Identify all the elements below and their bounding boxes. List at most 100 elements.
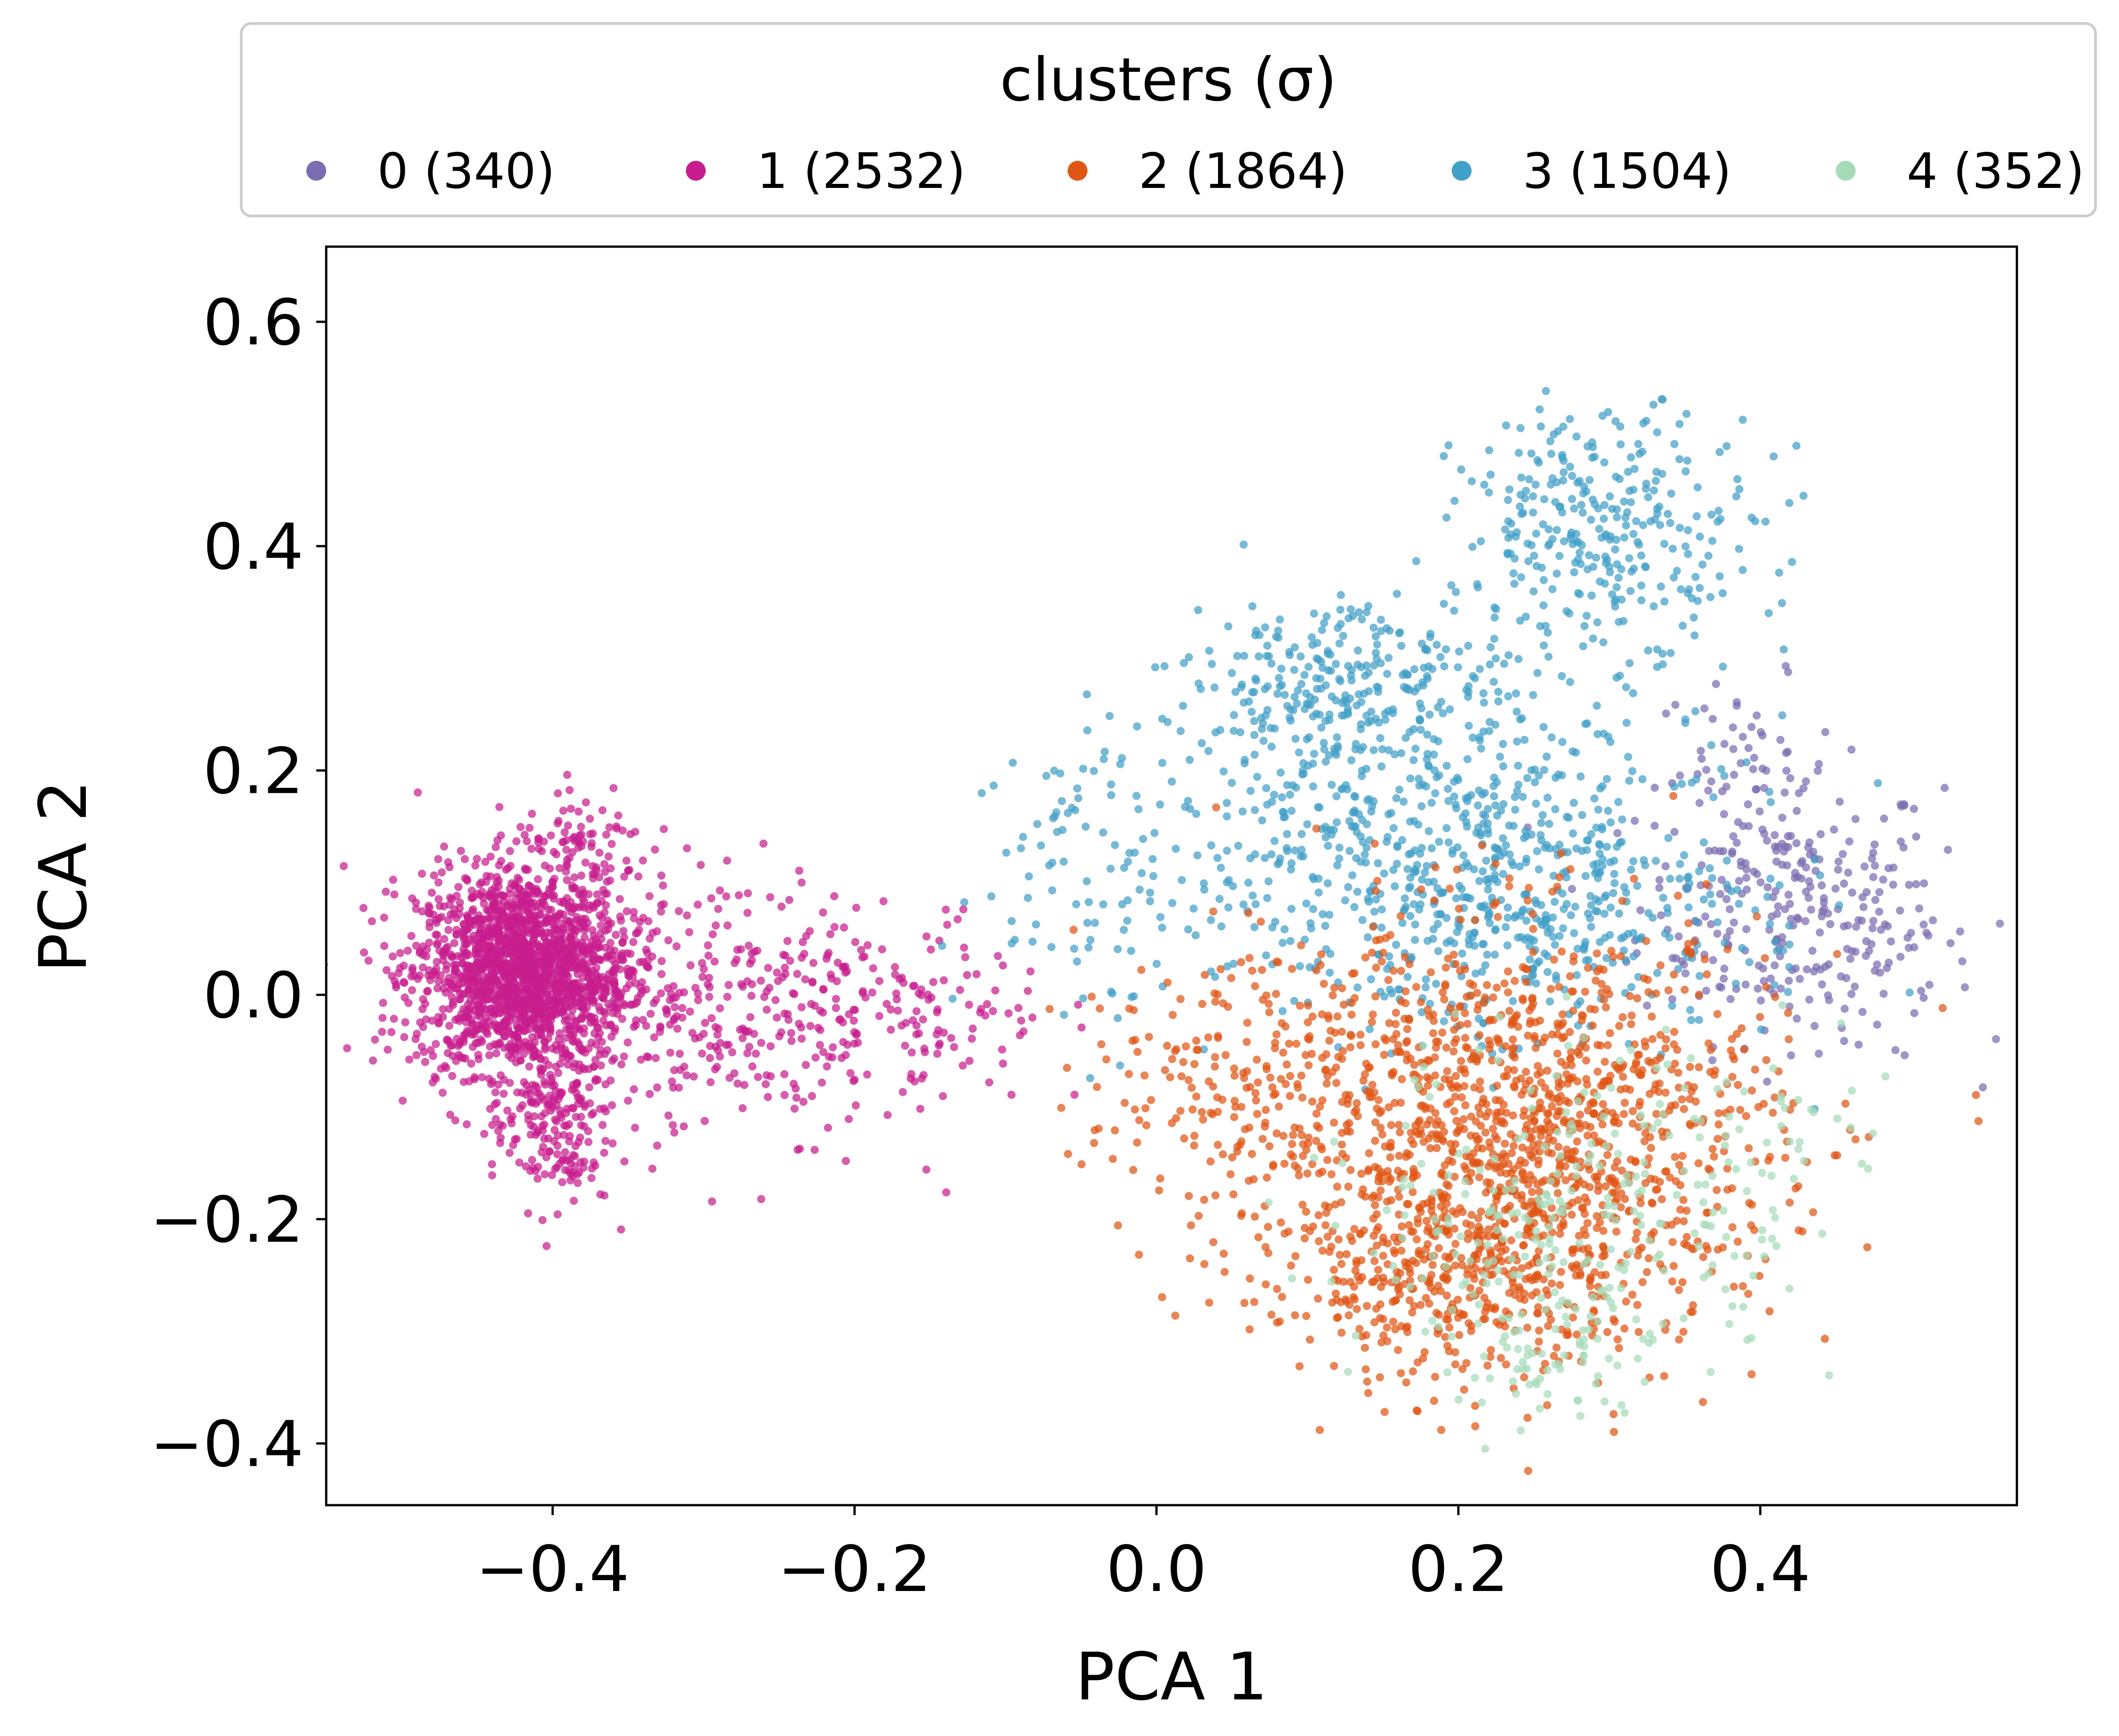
data-point-cluster-2 <box>1751 1065 1759 1074</box>
data-point-cluster-1 <box>389 1015 398 1023</box>
data-point-cluster-1 <box>481 857 490 866</box>
data-point-cluster-3 <box>1541 916 1550 924</box>
data-point-cluster-1 <box>412 1051 421 1059</box>
data-point-cluster-1 <box>899 1088 907 1096</box>
data-point-cluster-3 <box>1490 678 1498 686</box>
data-point-cluster-2 <box>1734 1237 1742 1246</box>
data-point-cluster-1 <box>710 957 719 966</box>
data-point-cluster-1 <box>509 953 518 961</box>
data-point-cluster-3 <box>1422 975 1430 983</box>
data-point-cluster-1 <box>434 878 443 887</box>
data-point-cluster-1 <box>525 824 534 832</box>
data-point-cluster-3 <box>1228 779 1236 787</box>
data-point-cluster-3 <box>1443 762 1451 770</box>
data-point-cluster-3 <box>1666 875 1674 883</box>
data-point-cluster-1 <box>716 1039 725 1047</box>
data-point-cluster-1 <box>486 872 495 881</box>
data-point-cluster-1 <box>669 982 678 991</box>
data-point-cluster-2 <box>1555 983 1563 991</box>
data-point-cluster-3 <box>1585 551 1594 560</box>
data-point-cluster-3 <box>1660 539 1669 548</box>
data-point-cluster-1 <box>585 1083 594 1091</box>
data-point-cluster-3 <box>1477 744 1486 753</box>
data-point-cluster-0 <box>1733 702 1741 710</box>
data-point-cluster-3 <box>1444 441 1453 449</box>
data-point-cluster-1 <box>576 923 584 932</box>
data-point-cluster-1 <box>473 958 481 967</box>
data-point-cluster-3 <box>1425 711 1434 719</box>
data-point-cluster-3 <box>1530 552 1538 560</box>
data-point-cluster-2 <box>1497 1354 1505 1362</box>
data-point-cluster-3 <box>1032 920 1040 929</box>
data-point-cluster-3 <box>1606 903 1615 912</box>
data-point-cluster-3 <box>1562 873 1571 882</box>
data-point-cluster-1 <box>912 1030 921 1039</box>
data-point-cluster-3 <box>1766 920 1774 928</box>
data-point-cluster-0 <box>1700 704 1709 713</box>
data-point-cluster-1 <box>705 992 713 1001</box>
data-point-cluster-1 <box>733 945 742 954</box>
data-point-cluster-3 <box>1467 791 1476 800</box>
data-point-cluster-0 <box>1873 1020 1881 1029</box>
data-point-cluster-3 <box>1629 530 1638 538</box>
data-point-cluster-1 <box>682 1071 691 1080</box>
data-point-cluster-3 <box>1475 877 1484 885</box>
data-point-cluster-3 <box>1627 983 1636 992</box>
data-point-cluster-3 <box>1239 540 1248 549</box>
data-point-cluster-2 <box>1423 1006 1432 1014</box>
data-point-cluster-1 <box>520 1050 528 1058</box>
data-point-cluster-0 <box>1757 728 1765 736</box>
data-point-cluster-1 <box>558 997 567 1005</box>
data-point-cluster-3 <box>1537 819 1545 827</box>
data-point-cluster-1 <box>450 939 459 947</box>
data-point-cluster-1 <box>567 983 576 992</box>
data-point-cluster-1 <box>763 1006 771 1014</box>
data-point-cluster-3 <box>1529 508 1538 517</box>
data-point-cluster-1 <box>773 969 781 977</box>
data-point-cluster-1 <box>568 1104 577 1112</box>
data-point-cluster-3 <box>1693 483 1702 491</box>
data-point-cluster-1 <box>408 964 417 972</box>
data-point-cluster-3 <box>1252 900 1260 908</box>
data-point-cluster-1 <box>785 896 793 904</box>
data-point-cluster-1 <box>434 895 443 903</box>
data-point-cluster-3 <box>1657 395 1666 403</box>
data-point-cluster-0 <box>1858 1008 1867 1016</box>
data-point-cluster-3 <box>1308 633 1316 641</box>
data-point-cluster-3 <box>1389 866 1397 874</box>
data-point-cluster-3 <box>1696 584 1704 592</box>
data-point-cluster-0 <box>1912 833 1921 841</box>
data-point-cluster-1 <box>907 1070 916 1078</box>
data-point-cluster-3 <box>1601 552 1610 561</box>
data-point-cluster-2 <box>1494 912 1502 921</box>
data-point-cluster-1 <box>368 917 376 926</box>
data-point-cluster-2 <box>1397 1099 1405 1107</box>
data-point-cluster-1 <box>711 1023 720 1031</box>
data-point-cluster-0 <box>1717 983 1725 992</box>
data-point-cluster-3 <box>1354 646 1362 655</box>
data-point-cluster-1 <box>561 1034 570 1042</box>
data-point-cluster-1 <box>704 941 712 950</box>
data-point-cluster-3 <box>1469 672 1477 680</box>
data-point-cluster-1 <box>601 1137 610 1145</box>
data-point-cluster-0 <box>1613 829 1622 838</box>
data-point-cluster-1 <box>433 931 441 939</box>
data-point-cluster-3 <box>1695 867 1703 875</box>
data-point-cluster-3 <box>1533 847 1541 856</box>
data-point-cluster-0 <box>1770 961 1779 969</box>
data-point-cluster-1 <box>440 902 448 911</box>
data-point-cluster-3 <box>1411 846 1419 855</box>
data-point-cluster-0 <box>1805 894 1813 902</box>
data-point-cluster-1 <box>786 956 794 965</box>
data-point-cluster-1 <box>524 1209 532 1217</box>
data-point-cluster-3 <box>1348 822 1356 831</box>
data-point-cluster-3 <box>1772 947 1781 955</box>
data-point-cluster-1 <box>494 882 503 891</box>
data-point-cluster-3 <box>1682 410 1691 418</box>
data-point-cluster-1 <box>1074 1001 1083 1009</box>
data-point-cluster-2 <box>1423 1073 1431 1081</box>
data-point-cluster-3 <box>1236 728 1245 736</box>
data-point-cluster-1 <box>656 1023 665 1032</box>
data-point-cluster-1 <box>525 1086 534 1094</box>
